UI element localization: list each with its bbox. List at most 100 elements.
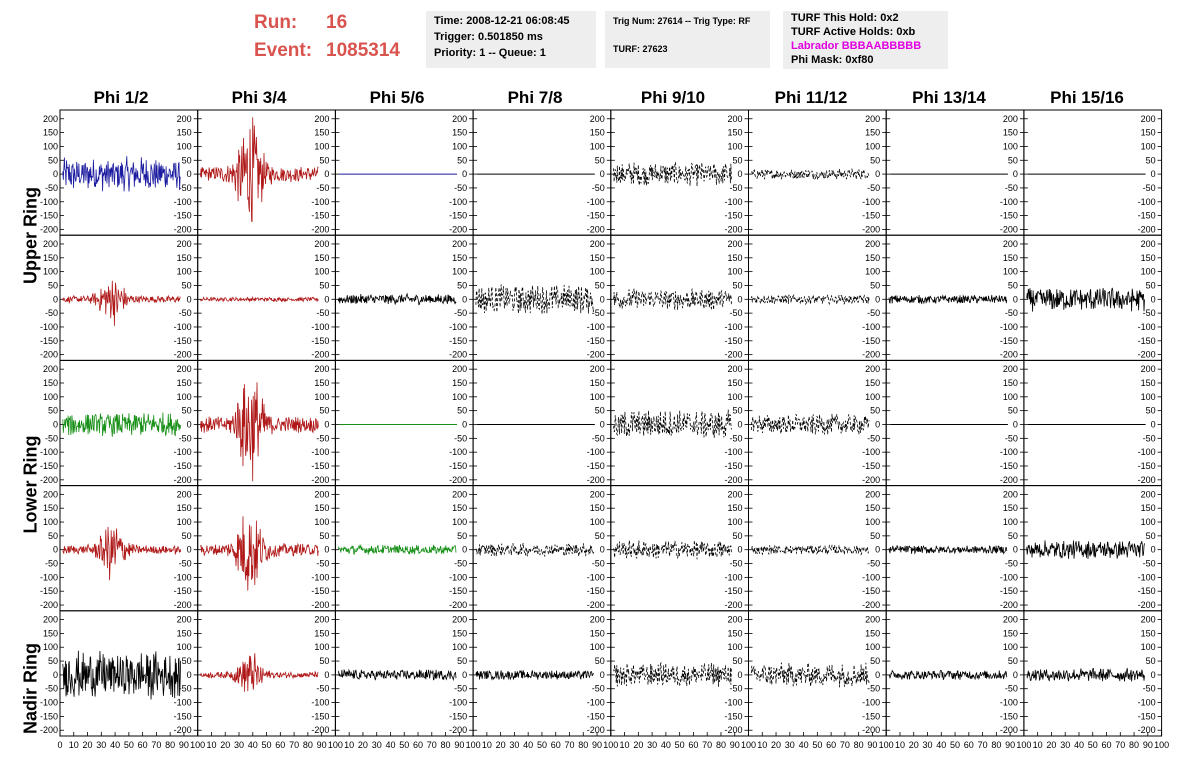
trig-info-box: Trig Num: 27614 -- Trig Type: RF TURF: 2…: [605, 11, 770, 68]
x-tick-label: 30: [234, 740, 244, 750]
x-tick-label: 70: [702, 740, 712, 750]
y-tick-label: 100: [177, 392, 192, 402]
y-tick-label: -150: [1138, 336, 1156, 346]
y-tick-label: 100: [1003, 642, 1018, 652]
y-tick-label: -100: [587, 698, 605, 708]
column-title: Phi 9/10: [640, 88, 706, 107]
trace-waveform: [337, 668, 457, 682]
y-tick-label: 0: [600, 420, 605, 430]
y-tick-label: 150: [1141, 378, 1156, 388]
y-tick-label: 200: [452, 489, 467, 499]
y-tick-label: -100: [1000, 322, 1018, 332]
y-tick-label: 150: [452, 253, 467, 263]
y-tick-label: -150: [40, 336, 58, 346]
y-tick-label: 150: [865, 378, 880, 388]
trace-waveform: [337, 543, 457, 555]
x-tick-label: 70: [289, 740, 299, 750]
trace-waveform: [888, 669, 1008, 681]
y-tick-label: 50: [870, 656, 880, 666]
y-tick-label: -200: [862, 600, 880, 610]
y-tick-label: -200: [311, 725, 329, 735]
y-tick-label: 50: [48, 406, 58, 416]
trace-waveform: [750, 413, 870, 435]
y-tick-label: -200: [1000, 600, 1018, 610]
column-title: Phi 11/12: [774, 88, 848, 107]
y-tick-label: -150: [587, 711, 605, 721]
y-tick-label: 200: [1141, 489, 1156, 499]
y-tick-label: -100: [724, 698, 742, 708]
y-tick-label: 0: [875, 169, 880, 179]
event-value: 1085314: [326, 40, 400, 61]
y-tick-label: -100: [174, 447, 192, 457]
y-tick-label: 50: [595, 531, 605, 541]
trace-waveform: [200, 516, 319, 591]
y-tick-label: -200: [311, 224, 329, 234]
y-tick-label: 0: [53, 545, 58, 555]
trace-waveform: [475, 542, 595, 557]
y-tick-label: -200: [449, 350, 467, 360]
x-tick-label: 80: [578, 740, 588, 750]
y-tick-label: 0: [53, 670, 58, 680]
y-tick-label: -100: [40, 447, 58, 457]
x-tick-label: 50: [812, 740, 822, 750]
y-tick-label: 100: [177, 141, 192, 151]
y-tick-label: 150: [177, 628, 192, 638]
y-tick-label: 0: [187, 670, 192, 680]
y-tick-label: -150: [40, 461, 58, 471]
y-tick-label: 50: [457, 406, 467, 416]
y-tick-label: -150: [40, 711, 58, 721]
y-tick-label: -150: [724, 711, 742, 721]
y-tick-label: -200: [724, 600, 742, 610]
y-tick-label: 100: [177, 267, 192, 277]
x-tick-label: 100: [466, 740, 481, 750]
y-tick-label: 50: [319, 155, 329, 165]
x-tick-label: 30: [372, 740, 382, 750]
y-tick-label: 100: [590, 392, 605, 402]
y-tick-label: 100: [590, 642, 605, 652]
column-title: Phi 1/2: [93, 88, 149, 107]
y-tick-label: -50: [867, 183, 880, 193]
x-tick-label: 80: [303, 740, 313, 750]
y-tick-label: 0: [1013, 545, 1018, 555]
x-tick-label: 30: [647, 740, 657, 750]
event-line: Event: 1085314: [254, 40, 400, 62]
x-tick-label: 20: [220, 740, 230, 750]
y-tick-label: 100: [452, 392, 467, 402]
y-tick-label: 100: [1003, 141, 1018, 151]
y-tick-label: 150: [1141, 253, 1156, 263]
y-tick-label: 50: [48, 531, 58, 541]
y-tick-label: 50: [319, 656, 329, 666]
y-tick-label: -100: [449, 322, 467, 332]
y-tick-label: -150: [311, 461, 329, 471]
y-tick-label: 0: [324, 169, 329, 179]
column-title: Phi 7/8: [507, 88, 563, 107]
y-tick-label: 150: [1003, 378, 1018, 388]
time-text: Time: 2008-12-21 06:08:45: [434, 15, 570, 27]
y-tick-label: 150: [1003, 253, 1018, 263]
y-tick-label: 100: [452, 642, 467, 652]
y-tick-label: 150: [865, 628, 880, 638]
x-tick-label: 80: [854, 740, 864, 750]
y-tick-label: -150: [724, 336, 742, 346]
y-tick-label: 0: [187, 294, 192, 304]
y-tick-label: -200: [40, 725, 58, 735]
y-tick-label: -150: [1000, 336, 1018, 346]
y-tick-label: -150: [449, 461, 467, 471]
y-tick-label: 150: [177, 378, 192, 388]
y-tick-label: -200: [862, 725, 880, 735]
y-tick-label: 0: [737, 420, 742, 430]
x-tick-label: 10: [344, 740, 354, 750]
y-tick-label: 0: [462, 169, 467, 179]
x-tick-label: 20: [358, 740, 368, 750]
y-tick-label: -50: [592, 684, 605, 694]
y-tick-label: -100: [1000, 197, 1018, 207]
phi-mask-text: Phi Mask: 0xf80: [791, 54, 874, 66]
y-tick-label: 50: [1008, 280, 1018, 290]
y-tick-label: -200: [449, 600, 467, 610]
trace-waveform: [200, 653, 319, 692]
y-tick-label: 200: [590, 364, 605, 374]
y-tick-label: 100: [727, 642, 742, 652]
y-tick-label: 50: [1146, 531, 1156, 541]
x-tick-label: 60: [138, 740, 148, 750]
trace-waveform: [1026, 287, 1145, 312]
